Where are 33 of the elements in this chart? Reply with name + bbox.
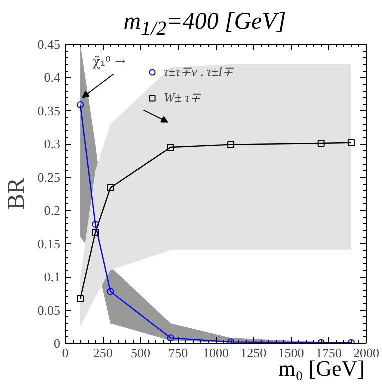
x-tick-label: 1750	[316, 346, 342, 360]
x-tick-label: 2000	[354, 346, 380, 360]
point	[348, 139, 355, 146]
x-tick-label: 1250	[240, 346, 267, 360]
point	[92, 229, 100, 236]
y-tick-label: 0	[54, 336, 60, 351]
y-tick-label: 0.1	[44, 270, 60, 285]
point	[107, 184, 114, 192]
y-tick-label: 0.35	[38, 103, 60, 118]
chart-title: m$_{1/2}$=400 [GeV]	[124, 9, 286, 40]
x-tick-label: 750	[168, 346, 188, 360]
y-tick-label: 0.3	[44, 136, 60, 152]
point	[92, 221, 100, 228]
point	[167, 144, 174, 151]
y-tick-label: 0.4	[44, 70, 61, 86]
y-tick-label: 0.2	[44, 203, 60, 218]
point	[77, 295, 84, 302]
x-tick-label: 1000	[203, 346, 229, 360]
point	[167, 334, 174, 342]
y-tick-label: 0.25	[38, 170, 60, 185]
point	[318, 140, 325, 147]
x-tick-label: 250	[93, 346, 113, 360]
y-tick-label: 0.45	[38, 37, 60, 52]
y-tick-label: 0.05	[38, 302, 60, 318]
y-tick-label: 0.15	[38, 236, 60, 252]
legend-label: τ±τ∓ν , τ±l∓	[164, 64, 234, 80]
y-axis-title: BR	[4, 178, 30, 210]
legend-label: W± τ∓	[164, 90, 201, 106]
x-tick-label: 500	[131, 346, 150, 360]
point	[107, 288, 114, 296]
annotation: χ̃₁⁰ →	[92, 54, 126, 70]
point	[228, 141, 235, 148]
x-tick-label: 1500	[278, 346, 304, 360]
